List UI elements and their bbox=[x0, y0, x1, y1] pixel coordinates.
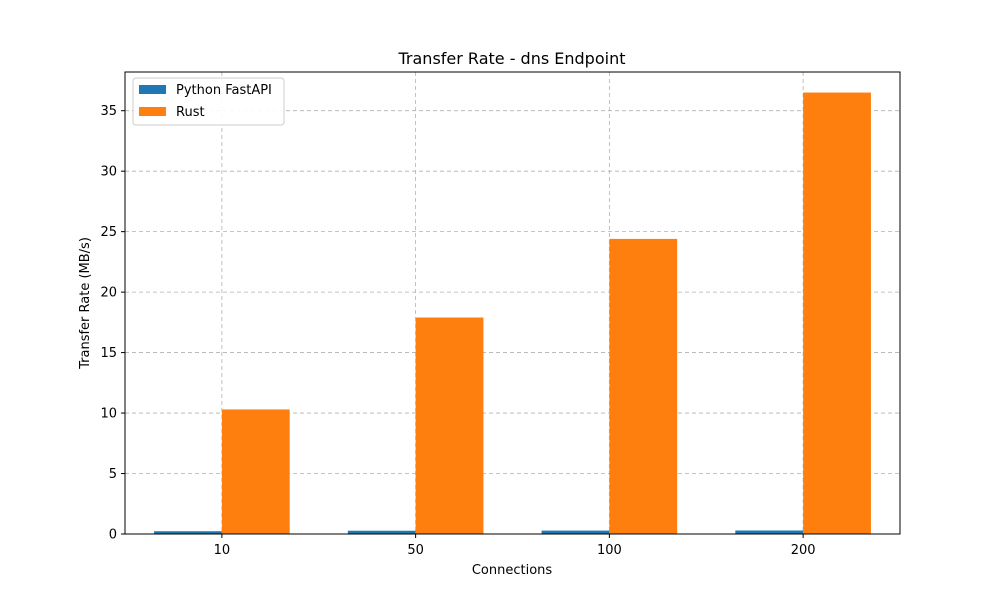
bar-rust bbox=[609, 238, 678, 535]
y-tick-label: 0 bbox=[109, 528, 117, 543]
bar-python-fastapi bbox=[154, 531, 222, 534]
legend-swatch bbox=[139, 85, 166, 94]
chart-title: Transfer Rate - dns Endpoint bbox=[398, 49, 626, 68]
x-tick-label: 100 bbox=[597, 543, 622, 558]
y-tick-label: 35 bbox=[100, 104, 117, 119]
y-tick-label: 10 bbox=[100, 407, 117, 422]
bar-rust bbox=[221, 409, 290, 534]
x-tick-label: 50 bbox=[407, 543, 424, 558]
x-tick-label: 10 bbox=[214, 543, 231, 558]
y-tick-label: 25 bbox=[100, 225, 117, 240]
axis-ticks: 0 5 10 15 20 25 30 35 10 50 100 200 bbox=[100, 104, 815, 558]
plot-frame bbox=[124, 71, 901, 535]
bar-python-fastapi bbox=[347, 530, 416, 534]
legend-swatch bbox=[139, 107, 166, 116]
legend-label: Rust bbox=[176, 105, 205, 120]
bar-rust bbox=[803, 92, 871, 534]
bar-python-fastapi bbox=[735, 530, 804, 534]
y-tick-label: 5 bbox=[109, 467, 117, 482]
y-tick-label: 20 bbox=[100, 286, 117, 301]
y-axis-label: Transfer Rate (MB/s) bbox=[78, 237, 93, 370]
x-axis-label: Connections bbox=[472, 563, 553, 578]
bars bbox=[154, 92, 871, 535]
y-tick-label: 30 bbox=[100, 165, 117, 180]
bar-python-fastapi bbox=[541, 530, 610, 534]
legend: Python FastAPI Rust bbox=[132, 77, 285, 126]
legend-box bbox=[132, 77, 285, 126]
x-tick-label: 200 bbox=[791, 543, 816, 558]
legend-label: Python FastAPI bbox=[176, 83, 272, 98]
y-tick-label: 15 bbox=[100, 346, 117, 361]
bar-rust bbox=[415, 317, 484, 534]
